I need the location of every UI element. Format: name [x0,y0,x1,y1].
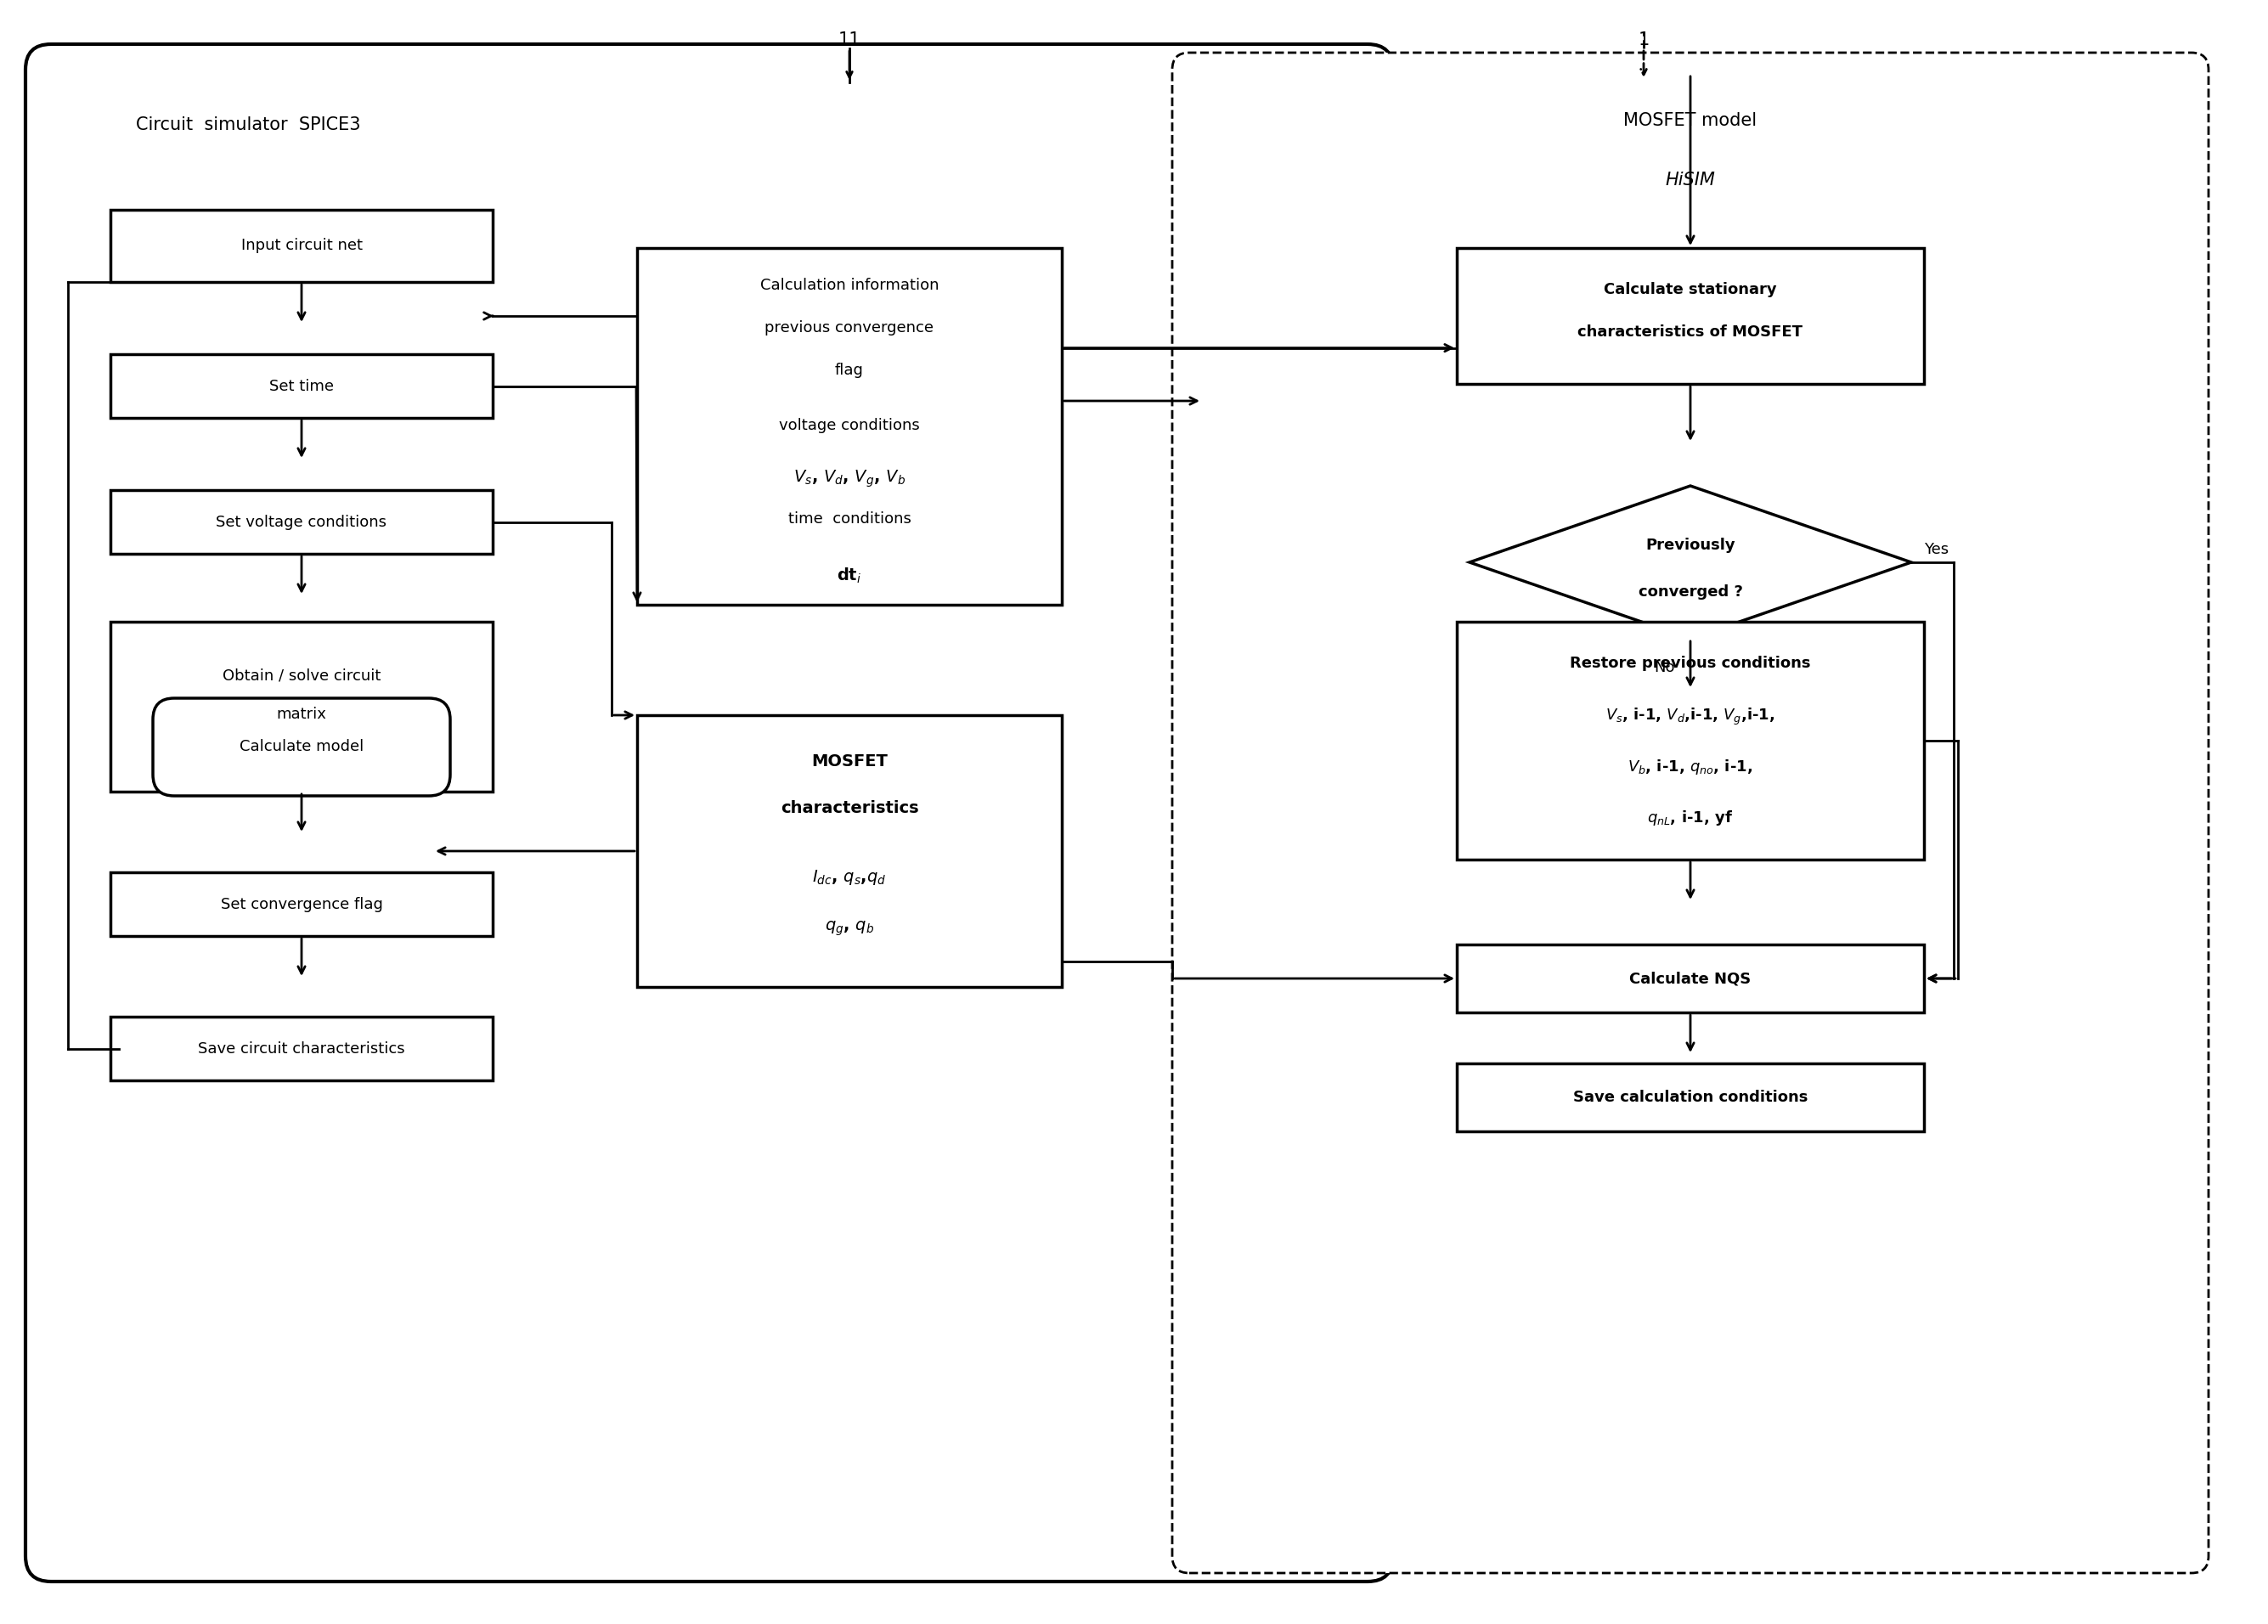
FancyBboxPatch shape [111,490,492,554]
Text: Obtain / solve circuit: Obtain / solve circuit [222,669,381,684]
Text: 11: 11 [839,31,860,49]
Text: $V_s$, $V_d$, $V_g$, $V_b$: $V_s$, $V_d$, $V_g$, $V_b$ [794,469,905,490]
Text: Calculate stationary: Calculate stationary [1603,283,1776,297]
Text: characteristics: characteristics [780,801,919,817]
Text: previous convergence: previous convergence [764,320,934,336]
FancyBboxPatch shape [111,622,492,791]
Text: HiSIM: HiSIM [1665,172,1715,188]
Text: Calculate model: Calculate model [240,739,363,755]
Text: Restore previous conditions: Restore previous conditions [1569,656,1810,671]
Text: $I_{dc}$, $q_s$,$q_d$: $I_{dc}$, $q_s$,$q_d$ [812,869,887,887]
Text: converged ?: converged ? [1637,585,1742,599]
FancyBboxPatch shape [111,1017,492,1080]
Text: $V_s$, i-1, $V_d$,i-1, $V_g$,i-1,: $V_s$, i-1, $V_d$,i-1, $V_g$,i-1, [1606,706,1776,728]
Text: Save calculation conditions: Save calculation conditions [1574,1090,1808,1104]
FancyBboxPatch shape [111,354,492,417]
FancyBboxPatch shape [111,872,492,935]
FancyBboxPatch shape [1456,1064,1923,1132]
Text: Set time: Set time [270,378,333,393]
FancyBboxPatch shape [637,248,1061,604]
FancyBboxPatch shape [152,698,451,796]
Text: voltage conditions: voltage conditions [778,417,921,434]
Polygon shape [1470,486,1912,638]
Text: Previously: Previously [1647,538,1735,552]
Text: time  conditions: time conditions [787,512,912,526]
Text: Calculation information: Calculation information [760,278,939,292]
Text: Input circuit net: Input circuit net [240,239,363,253]
Text: Yes: Yes [1923,542,1948,557]
Text: dt$_i$: dt$_i$ [837,567,862,586]
Text: Save circuit characteristics: Save circuit characteristics [197,1041,406,1056]
FancyBboxPatch shape [111,209,492,283]
Text: flag: flag [835,362,864,378]
Text: characteristics of MOSFET: characteristics of MOSFET [1579,325,1803,339]
Text: $q_{nL}$, i-1, yf: $q_{nL}$, i-1, yf [1647,809,1733,827]
Text: No: No [1653,659,1676,676]
Text: Set voltage conditions: Set voltage conditions [215,515,388,529]
Text: Circuit  simulator  SPICE3: Circuit simulator SPICE3 [136,117,361,133]
FancyBboxPatch shape [1456,622,1923,859]
Text: $q_g$, $q_b$: $q_g$, $q_b$ [826,919,873,937]
Text: 1: 1 [1637,31,1649,49]
Text: $V_b$, i-1, $q_{no}$, i-1,: $V_b$, i-1, $q_{no}$, i-1, [1628,758,1753,776]
FancyBboxPatch shape [637,715,1061,987]
FancyBboxPatch shape [25,44,1393,1582]
FancyBboxPatch shape [1456,945,1923,1012]
Text: matrix: matrix [277,706,327,723]
FancyBboxPatch shape [1173,52,2209,1574]
Text: Calculate NQS: Calculate NQS [1628,971,1751,986]
Text: Set convergence flag: Set convergence flag [220,896,383,911]
FancyBboxPatch shape [1456,248,1923,383]
Text: MOSFET model: MOSFET model [1624,112,1758,128]
Text: MOSFET: MOSFET [812,754,887,770]
